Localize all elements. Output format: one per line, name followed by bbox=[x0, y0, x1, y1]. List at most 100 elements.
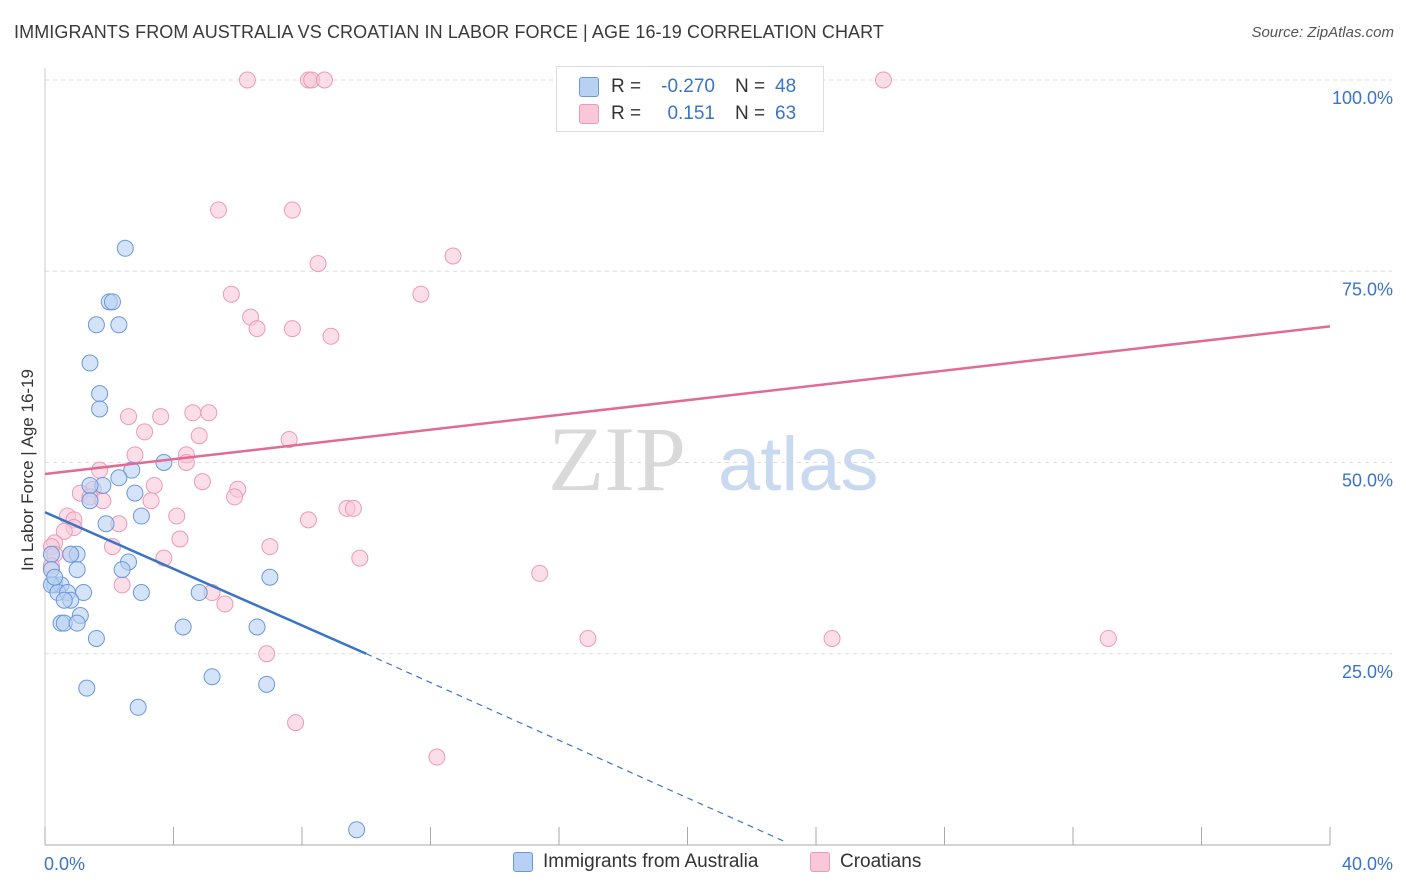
croatians-point bbox=[412, 285, 430, 303]
y-tick-label: 25.0% bbox=[1342, 662, 1393, 682]
x-tick-label: 0.0% bbox=[44, 854, 85, 874]
australia-point bbox=[81, 354, 99, 372]
croatians-point bbox=[283, 320, 301, 338]
croatians-point bbox=[209, 201, 227, 219]
australia-point bbox=[78, 679, 96, 697]
croatians-point bbox=[248, 320, 266, 338]
croatians-point bbox=[351, 549, 369, 567]
croatians-point bbox=[874, 71, 892, 89]
croatians-trend-line bbox=[44, 325, 1331, 476]
australia-point bbox=[42, 545, 60, 563]
australia-point bbox=[97, 515, 115, 533]
australia-point bbox=[258, 675, 276, 693]
legend-n-label: N = bbox=[735, 76, 766, 97]
croatians-point bbox=[1099, 629, 1117, 647]
australia-point bbox=[123, 461, 141, 479]
australia-point bbox=[87, 316, 105, 334]
croatians-point bbox=[216, 595, 234, 613]
australia-point bbox=[68, 614, 86, 632]
legend-n-value: 63 bbox=[775, 103, 797, 124]
croatians-point bbox=[579, 629, 597, 647]
legend-item-australia[interactable]: Immigrants from Australia bbox=[513, 851, 758, 873]
australia-point bbox=[110, 469, 128, 487]
australia-point bbox=[55, 591, 73, 609]
croatians-point bbox=[120, 408, 138, 426]
australia-point bbox=[203, 668, 221, 686]
australia-point bbox=[68, 561, 86, 579]
correlation-legend: R = -0.270 N = 48 R = 0.151 N = 63 bbox=[556, 66, 824, 132]
y-axis-label: In Labor Force | Age 16-19 bbox=[18, 369, 37, 571]
australia-point bbox=[248, 618, 266, 636]
watermark-zip: ZIP bbox=[548, 408, 686, 510]
australia-point bbox=[190, 584, 208, 602]
croatians-point bbox=[344, 499, 362, 517]
y-tick-label: 50.0% bbox=[1342, 471, 1393, 491]
croatians-point bbox=[238, 71, 256, 89]
legend-r-label: R = bbox=[611, 103, 642, 124]
legend-swatch-pink bbox=[579, 104, 599, 124]
watermark: ZIP atlas bbox=[548, 408, 879, 510]
croatians-point bbox=[193, 473, 211, 491]
croatians-point bbox=[283, 201, 301, 219]
croatians-point bbox=[184, 404, 202, 422]
croatians-point bbox=[168, 507, 186, 525]
legend-row-australia: R = -0.270 N = 48 bbox=[579, 74, 796, 100]
watermark-atlas: atlas bbox=[718, 422, 879, 507]
croatians-point bbox=[222, 285, 240, 303]
australia-points bbox=[42, 239, 366, 839]
croatians-point bbox=[261, 538, 279, 556]
croatians-point bbox=[142, 492, 160, 510]
australia-point bbox=[81, 492, 99, 510]
australia-point bbox=[87, 629, 105, 647]
croatians-point bbox=[136, 423, 154, 441]
croatians-point bbox=[200, 404, 218, 422]
australia-trend-extension bbox=[366, 653, 785, 842]
croatians-point bbox=[258, 645, 276, 663]
axes bbox=[44, 68, 1331, 846]
croatians-point bbox=[322, 327, 340, 345]
x-tick-label: 40.0% bbox=[1342, 854, 1393, 874]
australia-point bbox=[46, 568, 64, 586]
croatians-point bbox=[428, 748, 446, 766]
source-label: Source: ZipAtlas.com bbox=[1251, 24, 1394, 41]
croatians-point bbox=[299, 511, 317, 529]
australia-point bbox=[129, 698, 147, 716]
tick-labels: 25.0% 50.0% 75.0% 100.0% 0.0% 40.0% bbox=[44, 88, 1393, 874]
legend-row-croatians: R = 0.151 N = 63 bbox=[579, 101, 796, 127]
legend-r-label: R = bbox=[611, 76, 642, 97]
australia-point bbox=[116, 239, 134, 257]
legend-item-label: Croatians bbox=[840, 851, 922, 872]
australia-point bbox=[110, 316, 128, 334]
y-tick-label: 75.0% bbox=[1342, 279, 1393, 299]
series-legend: Immigrants from Australia Croatians bbox=[0, 851, 1406, 877]
legend-swatch-pink bbox=[810, 852, 830, 872]
croatians-point bbox=[190, 427, 208, 445]
legend-swatch-blue bbox=[513, 852, 533, 872]
legend-swatch-blue bbox=[579, 77, 599, 97]
croatians-point bbox=[171, 530, 189, 548]
legend-n-label: N = bbox=[735, 103, 766, 124]
australia-point bbox=[126, 484, 144, 502]
croatians-point bbox=[55, 522, 73, 540]
croatians-point bbox=[309, 255, 327, 273]
croatians-point bbox=[91, 461, 109, 479]
australia-point bbox=[91, 400, 109, 418]
croatians-point bbox=[444, 247, 462, 265]
australia-point bbox=[348, 821, 366, 839]
australia-point bbox=[132, 584, 150, 602]
y-tick-label: 100.0% bbox=[1332, 88, 1393, 108]
croatians-point bbox=[287, 714, 305, 732]
australia-trend-line bbox=[44, 511, 367, 655]
croatians-point bbox=[126, 446, 144, 464]
legend-n-value: 48 bbox=[775, 76, 797, 97]
legend-item-croatians[interactable]: Croatians bbox=[810, 851, 921, 873]
trend-lines bbox=[44, 325, 1331, 842]
australia-point bbox=[174, 618, 192, 636]
croatians-point bbox=[823, 629, 841, 647]
australia-point bbox=[155, 454, 173, 471]
chart-title: IMMIGRANTS FROM AUSTRALIA VS CROATIAN IN… bbox=[14, 22, 885, 42]
croatians-point bbox=[531, 564, 549, 582]
croatians-point bbox=[145, 476, 163, 494]
gridlines bbox=[45, 79, 1392, 655]
